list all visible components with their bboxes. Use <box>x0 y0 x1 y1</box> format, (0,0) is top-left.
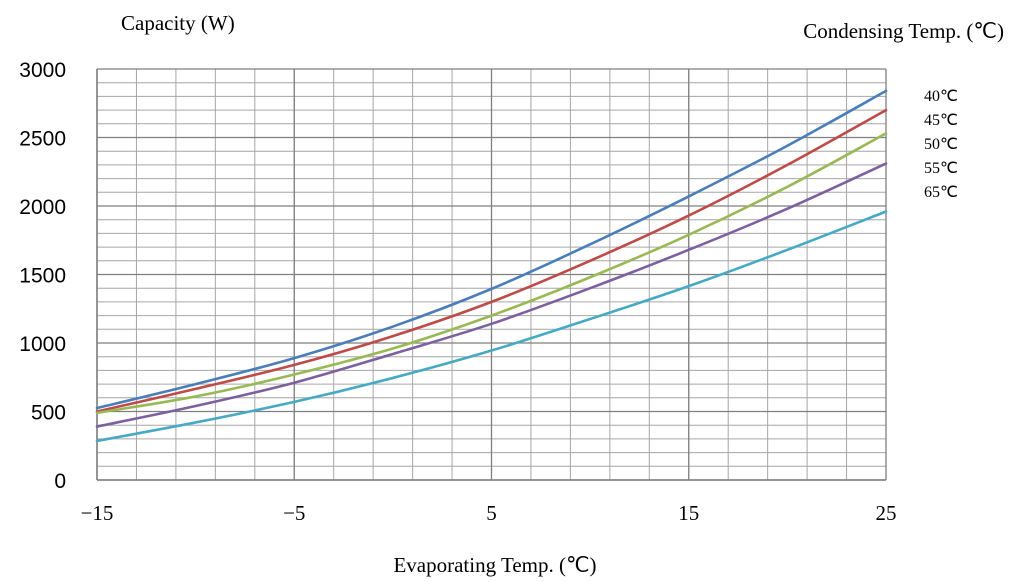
x-tick-labels: −15 −5 5 15 25 <box>81 501 897 525</box>
legend-entry: 40℃ <box>924 88 958 105</box>
series-line-3 <box>95 162 888 428</box>
series-line-1 <box>95 108 888 413</box>
x-tick-label: 15 <box>678 501 699 525</box>
series-line-4 <box>95 210 888 443</box>
y-tick-label: 0 <box>54 470 66 493</box>
y-tick-label: 3000 <box>19 59 66 82</box>
y-tick-label: 500 <box>31 402 66 425</box>
series-line-2 <box>95 132 888 415</box>
series-lines <box>95 89 888 443</box>
x-axis-label: Evaporating Temp. (℃) <box>393 553 596 577</box>
legend-entry: 45℃ <box>924 112 958 129</box>
legend-entry: 55℃ <box>924 160 958 177</box>
x-tick-label: −5 <box>283 501 305 525</box>
x-tick-label: 5 <box>486 501 497 525</box>
legend-entry: 50℃ <box>924 136 958 153</box>
y-tick-label: 2500 <box>19 128 66 151</box>
series-line-0 <box>95 89 888 410</box>
y-tick-label: 2000 <box>19 196 66 219</box>
y-tick-label: 1000 <box>19 333 66 356</box>
legend: 40℃ 45℃ 50℃ 55℃ 65℃ <box>924 88 958 201</box>
x-tick-label: 25 <box>876 501 897 525</box>
legend-entry: 65℃ <box>924 184 958 201</box>
y-tick-labels: 0 500 1000 1500 2000 2500 3000 <box>19 59 66 493</box>
x-tick-label: −15 <box>81 501 114 525</box>
y-axis-label: Capacity (W) <box>121 11 235 35</box>
y-tick-label: 1500 <box>19 265 66 288</box>
legend-title: Condensing Temp. (℃) <box>803 19 1004 43</box>
